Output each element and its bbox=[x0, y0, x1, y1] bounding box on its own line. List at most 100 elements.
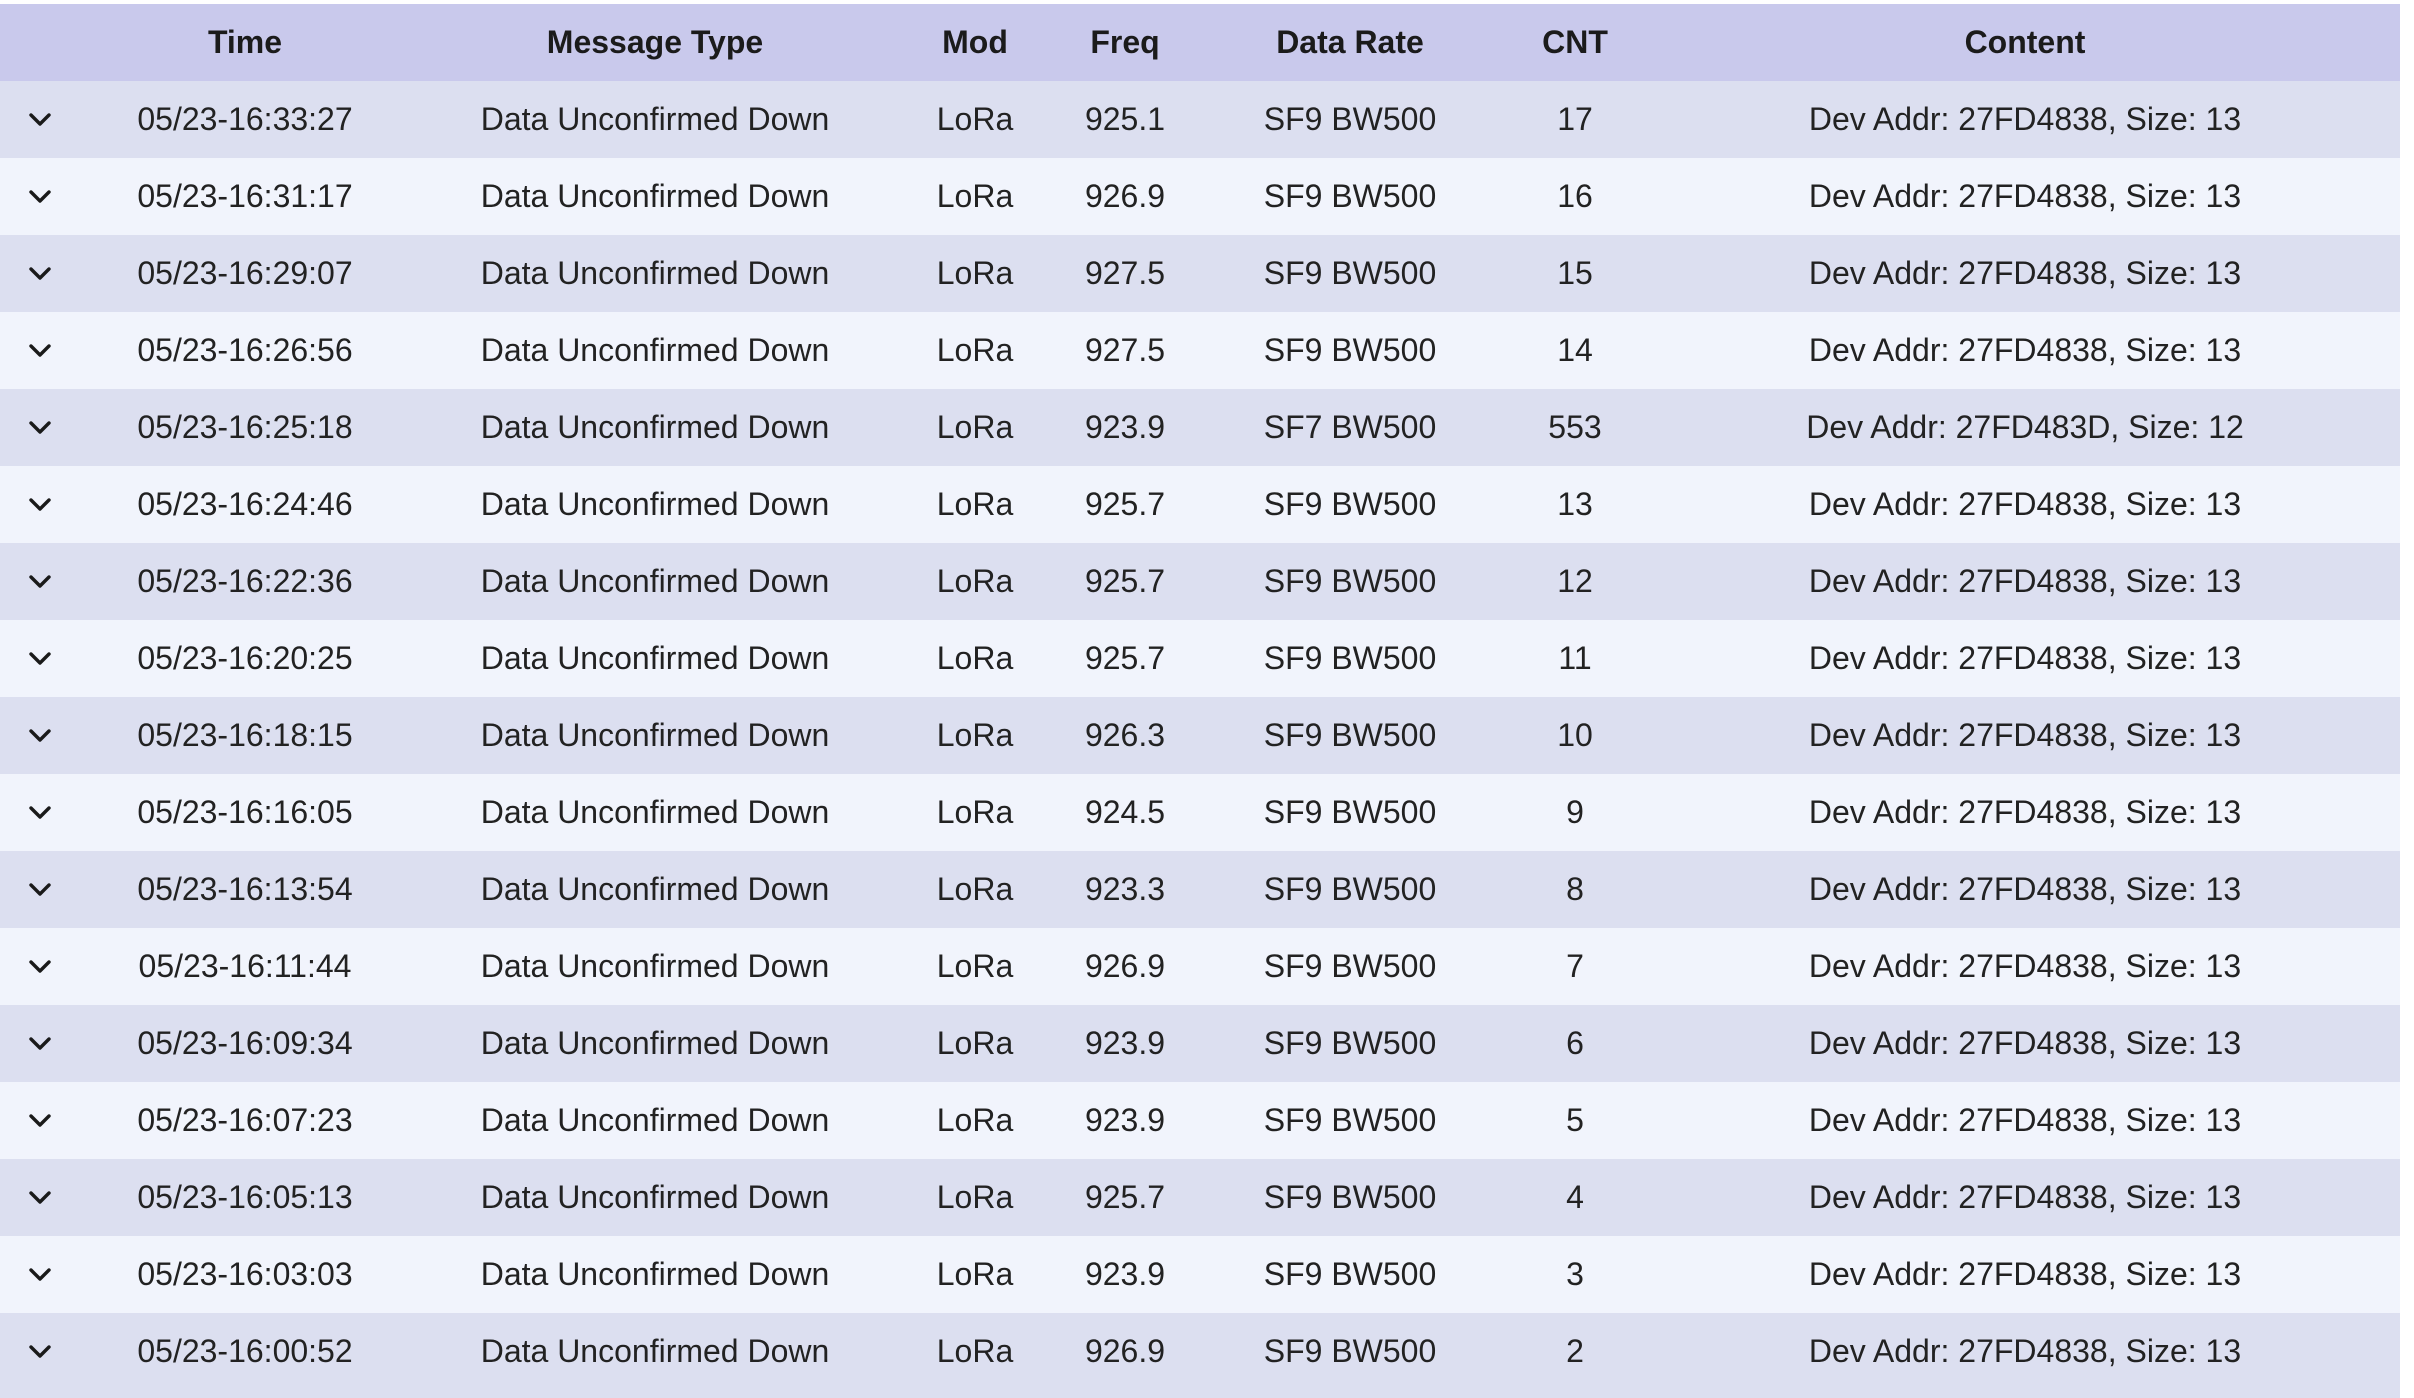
cell-freq: 927.5 bbox=[1084, 255, 1166, 291]
cell-time: 05/23-16:24:46 bbox=[137, 486, 353, 522]
chevron-down-icon[interactable] bbox=[0, 343, 80, 358]
table-row[interactable]: 05/23-16:09:34 Data Unconfirmed Down LoRa 9… bbox=[0, 1005, 2400, 1082]
cell-mod: LoRa bbox=[936, 409, 1014, 445]
table-row[interactable]: 05/23-16:07:23 Data Unconfirmed Down LoRa 9… bbox=[0, 1082, 2400, 1159]
cell-cnt: 17 bbox=[1557, 101, 1593, 137]
cell-content: Dev Addr: 27FD4838, Size: 13 bbox=[1808, 948, 2242, 984]
table-row[interactable]: 05/23-16:03:03 Data Unconfirmed Down LoRa 9… bbox=[0, 1236, 2400, 1313]
cell-message-type: Data Unconfirmed Down bbox=[480, 794, 830, 830]
chevron-down-icon[interactable] bbox=[0, 805, 80, 820]
cell-time: 05/23-16:13:54 bbox=[137, 871, 353, 907]
cell-cnt: 2 bbox=[1566, 1333, 1584, 1369]
cell-cnt: 553 bbox=[1548, 409, 1602, 445]
cell-cnt: 9 bbox=[1566, 794, 1584, 830]
cell-content: Dev Addr: 27FD4838, Size: 13 bbox=[1808, 101, 2242, 137]
cell-cnt: 14 bbox=[1557, 332, 1593, 368]
column-header-freq[interactable]: Freq bbox=[1090, 24, 1160, 60]
chevron-down-icon[interactable] bbox=[0, 1113, 80, 1128]
chevron-down-icon[interactable] bbox=[0, 266, 80, 281]
cell-time: 05/23-16:16:05 bbox=[137, 794, 353, 830]
table-row[interactable]: 05/23-16:16:05 Data Unconfirmed Down LoRa 9… bbox=[0, 774, 2400, 851]
cell-freq: 927.5 bbox=[1084, 332, 1166, 368]
cell-time: 05/23-16:33:27 bbox=[137, 101, 353, 137]
cell-time: 05/23-16:29:07 bbox=[137, 255, 353, 291]
chevron-down-icon[interactable] bbox=[0, 959, 80, 974]
cell-data-rate: SF9 BW500 bbox=[1263, 1179, 1437, 1215]
table-row[interactable]: 05/23-16:22:36 Data Unconfirmed Down LoRa 9… bbox=[0, 543, 2400, 620]
chevron-down-icon[interactable] bbox=[0, 1267, 80, 1282]
cell-mod: LoRa bbox=[936, 1025, 1014, 1061]
cell-data-rate: SF9 BW500 bbox=[1263, 332, 1437, 368]
cell-time: 05/23-16:11:44 bbox=[138, 948, 352, 984]
right-margin bbox=[2400, 0, 2414, 1398]
cell-content: Dev Addr: 27FD483D, Size: 12 bbox=[1806, 409, 2244, 445]
cell-mod: LoRa bbox=[936, 486, 1014, 522]
column-header-data-rate[interactable]: Data Rate bbox=[1276, 24, 1424, 60]
table-row[interactable]: 05/23-16:26:56 Data Unconfirmed Down LoRa 9… bbox=[0, 312, 2400, 389]
cell-cnt: 3 bbox=[1566, 1256, 1584, 1292]
chevron-down-icon[interactable] bbox=[0, 112, 80, 127]
table-row[interactable]: 05/23-16:13:54 Data Unconfirmed Down LoRa 9… bbox=[0, 851, 2400, 928]
table-row[interactable]: 05/23-16:18:15 Data Unconfirmed Down LoRa 9… bbox=[0, 697, 2400, 774]
column-header-time[interactable]: Time bbox=[207, 24, 283, 60]
cell-message-type: Data Unconfirmed Down bbox=[480, 178, 830, 214]
cell-freq: 923.9 bbox=[1084, 1025, 1166, 1061]
cell-cnt: 13 bbox=[1557, 486, 1593, 522]
chevron-down-icon[interactable] bbox=[0, 574, 80, 589]
cell-time: 05/23-16:00:52 bbox=[137, 1333, 353, 1369]
cell-message-type: Data Unconfirmed Down bbox=[480, 1333, 830, 1369]
chevron-down-icon[interactable] bbox=[0, 1190, 80, 1205]
table-row[interactable]: 05/23-16:31:17 Data Unconfirmed Down LoRa 9… bbox=[0, 158, 2400, 235]
column-header-message-type[interactable]: Message Type bbox=[546, 24, 764, 60]
cell-data-rate: SF9 BW500 bbox=[1263, 1025, 1437, 1061]
table-row[interactable]: 05/23-16:11:44 Data Unconfirmed Down LoRa 9… bbox=[0, 928, 2400, 1005]
cell-data-rate: SF9 BW500 bbox=[1263, 640, 1437, 676]
table-row[interactable]: 05/23-16:25:18 Data Unconfirmed Down LoRa 9… bbox=[0, 389, 2400, 466]
cell-freq: 925.7 bbox=[1084, 486, 1166, 522]
column-header-content[interactable]: Content bbox=[1964, 24, 2086, 60]
cell-cnt: 15 bbox=[1557, 255, 1593, 291]
cell-data-rate: SF9 BW500 bbox=[1263, 717, 1437, 753]
cell-time: 05/23-16:26:56 bbox=[137, 332, 353, 368]
cell-data-rate: SF9 BW500 bbox=[1263, 1256, 1437, 1292]
cell-data-rate: SF9 BW500 bbox=[1263, 794, 1437, 830]
table-row[interactable]: 05/23-16:29:07 Data Unconfirmed Down LoRa 9… bbox=[0, 235, 2400, 312]
chevron-down-icon[interactable] bbox=[0, 728, 80, 743]
cell-data-rate: SF9 BW500 bbox=[1263, 101, 1437, 137]
chevron-down-icon[interactable] bbox=[0, 1036, 80, 1051]
chevron-down-icon[interactable] bbox=[0, 497, 80, 512]
cell-content: Dev Addr: 27FD4838, Size: 13 bbox=[1808, 794, 2242, 830]
cell-mod: LoRa bbox=[936, 1179, 1014, 1215]
table-row[interactable]: 05/23-16:00:52 Data Unconfirmed Down LoRa 9… bbox=[0, 1313, 2400, 1390]
cell-content: Dev Addr: 27FD4838, Size: 13 bbox=[1808, 486, 2242, 522]
chevron-down-icon[interactable] bbox=[0, 420, 80, 435]
cell-content: Dev Addr: 27FD4838, Size: 13 bbox=[1808, 1179, 2242, 1215]
cell-data-rate: SF9 BW500 bbox=[1263, 1333, 1437, 1369]
cell-mod: LoRa bbox=[936, 640, 1014, 676]
cell-cnt: 5 bbox=[1566, 1102, 1584, 1138]
chevron-down-icon[interactable] bbox=[0, 882, 80, 897]
chevron-down-icon[interactable] bbox=[0, 189, 80, 204]
cell-content: Dev Addr: 27FD4838, Size: 13 bbox=[1808, 1256, 2242, 1292]
cell-data-rate: SF9 BW500 bbox=[1263, 486, 1437, 522]
table-row[interactable]: 05/23-16:20:25 Data Unconfirmed Down LoRa 9… bbox=[0, 620, 2400, 697]
table-header-row: Time Message Type Mod Freq Data Rate CNT… bbox=[0, 4, 2400, 81]
cell-message-type: Data Unconfirmed Down bbox=[480, 1256, 830, 1292]
cell-cnt: 16 bbox=[1557, 178, 1593, 214]
cell-content: Dev Addr: 27FD4838, Size: 13 bbox=[1808, 640, 2242, 676]
table-row[interactable]: 05/23-16:05:13 Data Unconfirmed Down LoRa 9… bbox=[0, 1159, 2400, 1236]
table-row[interactable]: 05/23-16:33:27 Data Unconfirmed Down LoRa 9… bbox=[0, 81, 2400, 158]
cell-time: 05/23-16:03:03 bbox=[137, 1256, 353, 1292]
chevron-down-icon[interactable] bbox=[0, 651, 80, 666]
cell-time: 05/23-16:31:17 bbox=[137, 178, 353, 214]
cell-mod: LoRa bbox=[936, 563, 1014, 599]
column-header-mod[interactable]: Mod bbox=[942, 24, 1008, 60]
cell-message-type: Data Unconfirmed Down bbox=[480, 563, 830, 599]
cell-data-rate: SF9 BW500 bbox=[1263, 178, 1437, 214]
table-row[interactable]: 05/23-16:24:46 Data Unconfirmed Down LoRa 9… bbox=[0, 466, 2400, 543]
column-header-cnt[interactable]: CNT bbox=[1542, 24, 1608, 60]
cell-content: Dev Addr: 27FD4838, Size: 13 bbox=[1808, 332, 2242, 368]
cell-mod: LoRa bbox=[936, 101, 1014, 137]
chevron-down-icon[interactable] bbox=[0, 1344, 80, 1359]
cell-data-rate: SF9 BW500 bbox=[1263, 255, 1437, 291]
